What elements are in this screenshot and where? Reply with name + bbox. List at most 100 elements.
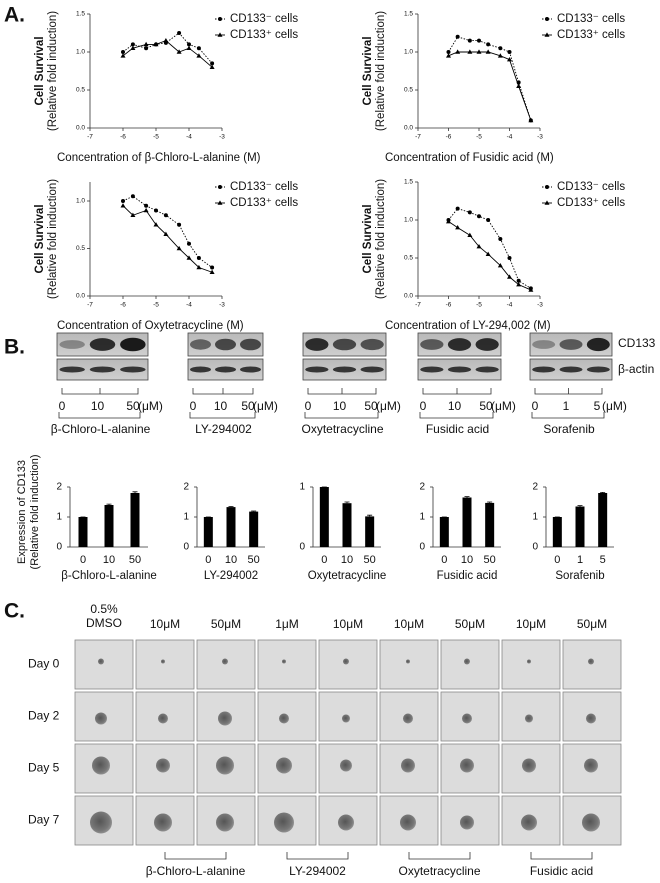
data-point [130,45,136,50]
x-tick-label: -3 [537,302,543,309]
spheroid-image [74,639,134,690]
y-tick-label: 1.0 [404,49,413,56]
data-point [153,222,159,227]
x-tick-label: -5 [153,302,159,309]
x-tick-label: -4 [507,302,513,309]
y-tick-label: 1.5 [404,179,413,186]
bracket [286,852,349,860]
spheroid [406,659,410,664]
bracket [307,388,377,395]
column-header: 50μM [211,617,241,631]
column-header: DMSO [86,616,122,630]
x-tick-label: 0 [554,554,560,566]
error-bar [487,501,493,503]
x-tick-label: -5 [476,302,482,309]
spheroid [527,659,531,664]
dose-label: 50 [241,399,255,413]
y-axis-label: (Relative fold induction) [47,11,59,131]
data-point [455,225,461,230]
spheroid-image [135,639,195,690]
data-point [143,41,149,47]
legend-marker [218,185,222,189]
data-point [455,206,460,211]
spheroid [274,812,294,833]
bar [439,517,449,547]
blot-band [305,338,329,351]
x-tick-label: -4 [186,134,192,141]
data-point [120,203,126,208]
data-point [476,244,482,249]
column-header: 10μM [516,617,546,631]
drug-label: LY-294002 [195,422,252,436]
x-tick-label: -3 [219,302,225,309]
spheroid [401,758,415,773]
spheroid [338,814,354,831]
group-label: Oxytetracycline [398,864,480,878]
y-tick-label: 1.0 [404,217,413,224]
legend-label: CD133⁻ cells [557,13,625,25]
bracket [531,412,605,419]
panel-label: B. [4,336,25,359]
y-axis-label: (Relative fold induction) [375,11,387,131]
dose-unit: (μM) [491,399,516,413]
row-label: Day 0 [28,657,60,671]
data-point [121,50,125,54]
bar [462,497,472,547]
spheroid [586,713,596,724]
drug-label: Sorafenib [543,422,595,436]
error-bar [464,496,470,498]
blot-band [447,366,472,373]
dose-label: 50 [126,399,140,413]
error-bar [367,514,373,517]
error-bar [132,491,138,493]
y-tick-label: 0 [183,542,189,553]
column-header: 10μM [333,617,363,631]
spheroid [403,713,413,724]
bar [104,505,114,547]
error-bar [228,506,234,508]
data-point [507,274,512,279]
dose-label: 0 [190,399,197,413]
y-tick-label: 0.0 [404,293,413,300]
data-point [163,38,169,43]
spheroid [282,659,286,664]
blot-band [559,366,583,373]
legend-label: CD133⁺ cells [557,29,625,41]
y-tick-label: 0.5 [76,87,85,94]
data-point [477,214,481,219]
x-tick-label: -7 [87,134,93,141]
spheroid [522,758,536,773]
data-point [196,264,202,270]
x-tick-label: 0 [321,554,327,566]
y-tick-label: 0 [299,542,305,553]
x-axis-label: β-Chloro-L-alanine [61,570,156,582]
data-point [467,49,473,54]
error-bar [106,503,112,505]
column-header: 1μM [275,617,299,631]
data-point [144,46,149,51]
data-point [196,256,201,260]
y-tick-label: 0 [56,542,62,553]
x-tick-label: 1 [577,554,583,566]
bracket [419,412,494,419]
bracket [304,412,379,419]
data-point [455,49,461,54]
blot-band [332,366,357,373]
x-tick-label: -6 [120,302,126,309]
series-line [448,208,532,289]
blot-band [215,338,236,351]
spheroid-image [379,639,439,690]
x-axis-label: Fusidic acid [437,570,498,582]
row-label: Day 7 [28,813,60,827]
blot-band [360,338,384,351]
legend-marker [545,17,549,21]
data-point [486,218,491,222]
spheroid-image [196,639,256,690]
x-tick-label: -3 [219,134,225,141]
y-axis-label: Cell Survival [34,204,46,273]
x-tick-label: -5 [476,134,482,141]
legend-label: CD133⁻ cells [557,181,625,193]
y-tick-label: 2 [183,482,189,493]
data-point [467,38,472,43]
column-header: 10μM [394,617,424,631]
